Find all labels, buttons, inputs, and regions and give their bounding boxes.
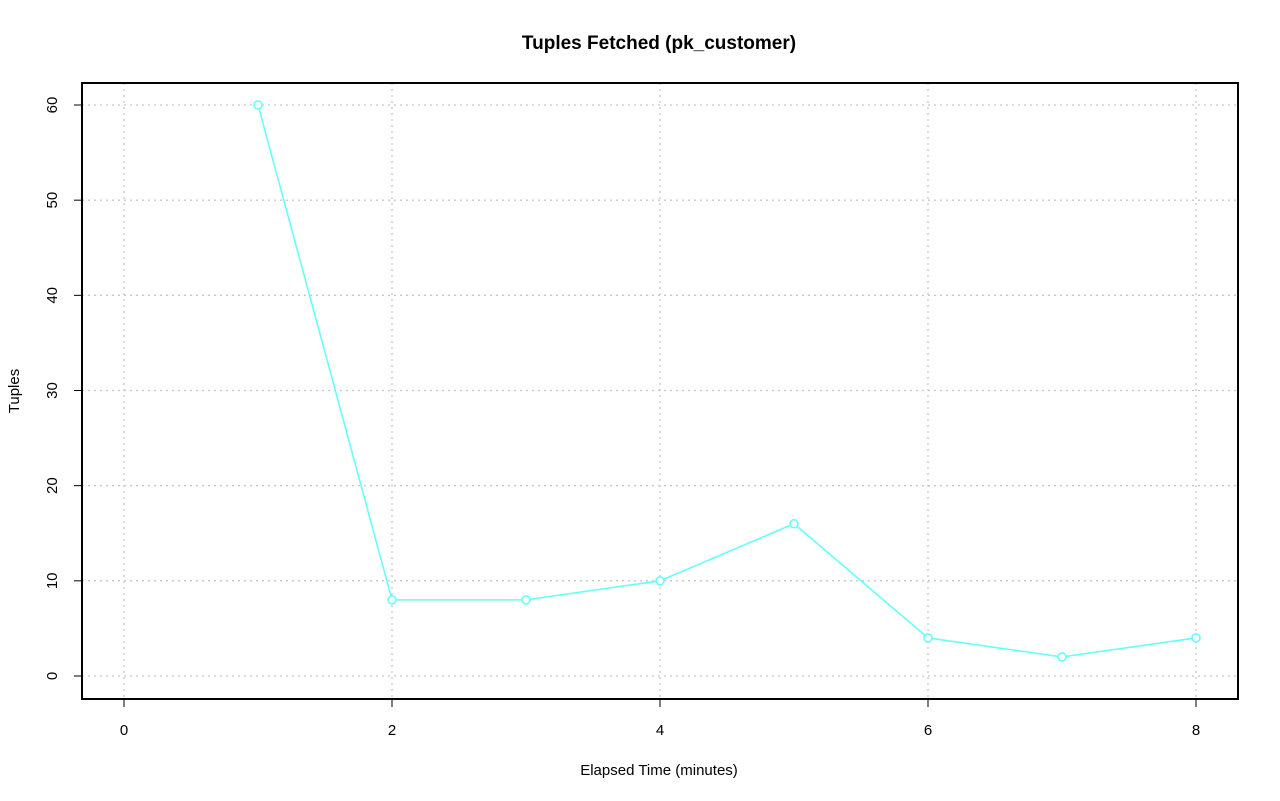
- data-point: [253, 100, 263, 110]
- series-line: [257, 104, 1197, 658]
- data-point: [387, 595, 397, 605]
- grid: [82, 83, 1238, 699]
- x-tick-label: 6: [924, 722, 932, 739]
- x-axis: 0 2 4 6 8: [120, 699, 1200, 739]
- y-tick-label: 50: [44, 192, 61, 209]
- data-point: [521, 595, 531, 605]
- y-axis: 0 10 20 30 40 50 60: [44, 97, 82, 680]
- y-tick-label: 0: [44, 672, 61, 680]
- x-tick-label: 8: [1192, 722, 1200, 739]
- chart-title: Tuples Fetched (pk_customer): [522, 33, 796, 54]
- y-tick-label: 10: [44, 572, 61, 589]
- data-point: [655, 576, 665, 586]
- data-series: [253, 100, 1201, 662]
- y-axis-title: Tuples: [6, 369, 23, 413]
- data-point: [1057, 652, 1067, 662]
- x-tick-label: 0: [120, 722, 128, 739]
- y-tick-label: 30: [44, 382, 61, 399]
- x-tick-label: 4: [656, 722, 664, 739]
- x-axis-title: Elapsed Time (minutes): [580, 762, 738, 779]
- y-tick-label: 40: [44, 287, 61, 304]
- data-point: [1191, 633, 1201, 643]
- y-tick-label: 60: [44, 97, 61, 114]
- x-tick-label: 2: [388, 722, 396, 739]
- y-tick-label: 20: [44, 477, 61, 494]
- data-point: [923, 633, 933, 643]
- data-point: [789, 518, 799, 529]
